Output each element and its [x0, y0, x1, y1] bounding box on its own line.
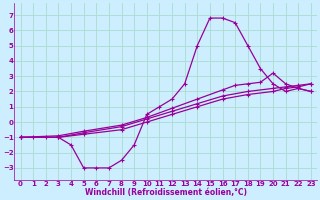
X-axis label: Windchill (Refroidissement éolien,°C): Windchill (Refroidissement éolien,°C)	[85, 188, 247, 197]
